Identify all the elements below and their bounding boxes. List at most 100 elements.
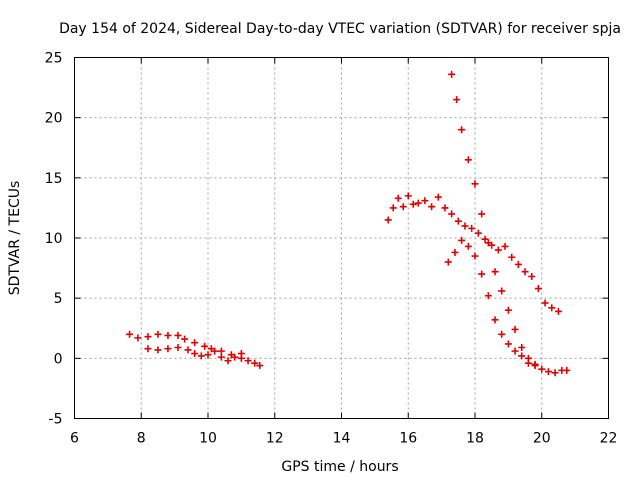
data-point bbox=[421, 197, 429, 205]
data-point bbox=[508, 253, 516, 261]
data-point bbox=[498, 287, 506, 295]
data-point bbox=[458, 236, 466, 244]
data-point bbox=[399, 203, 407, 211]
data-point bbox=[181, 335, 189, 343]
data-point bbox=[444, 258, 452, 266]
x-tick-label: 16 bbox=[399, 431, 417, 447]
x-tick-label: 22 bbox=[600, 431, 618, 447]
data-point bbox=[126, 330, 134, 338]
data-point bbox=[474, 229, 482, 237]
data-point bbox=[451, 248, 459, 256]
data-point bbox=[441, 204, 449, 212]
data-point bbox=[554, 307, 562, 315]
data-point bbox=[524, 354, 532, 362]
data-point bbox=[144, 333, 152, 341]
x-tick-label: 12 bbox=[266, 431, 284, 447]
data-point bbox=[458, 126, 466, 134]
data-point bbox=[237, 350, 245, 358]
data-point bbox=[538, 365, 546, 373]
data-point bbox=[468, 224, 476, 232]
data-point bbox=[478, 210, 486, 218]
data-point bbox=[551, 369, 559, 377]
data-point bbox=[471, 180, 479, 188]
data-point bbox=[518, 344, 526, 352]
data-point bbox=[164, 345, 172, 353]
data-point bbox=[184, 346, 192, 354]
data-point bbox=[251, 359, 259, 367]
data-point bbox=[464, 156, 472, 164]
data-point bbox=[428, 203, 436, 211]
data-point bbox=[511, 347, 519, 355]
data-point bbox=[518, 352, 526, 360]
axis-ticks: 6 8 10 12 14 16 18 20 22 -5 0 5 10 15 20 25 bbox=[45, 51, 618, 447]
y-tick-label: 15 bbox=[45, 171, 63, 187]
chart-title: Day 154 of 2024, Sidereal Day-to-day VTE… bbox=[59, 21, 621, 37]
data-point bbox=[217, 353, 225, 361]
y-tick-label: 25 bbox=[45, 51, 63, 67]
y-tick-label: -5 bbox=[49, 412, 63, 428]
data-point bbox=[197, 352, 205, 360]
data-point bbox=[548, 304, 556, 312]
data-point bbox=[414, 199, 422, 207]
data-point bbox=[528, 273, 536, 281]
x-tick-label: 8 bbox=[137, 431, 146, 447]
data-point bbox=[453, 96, 461, 104]
grid bbox=[74, 57, 609, 419]
data-point bbox=[217, 347, 225, 355]
data-point bbox=[531, 362, 539, 370]
data-point bbox=[563, 366, 571, 374]
data-point bbox=[534, 285, 542, 293]
data-point bbox=[134, 334, 142, 342]
data-point bbox=[464, 242, 472, 250]
plot-frame bbox=[74, 57, 609, 419]
x-tick-label: 18 bbox=[466, 431, 484, 447]
data-point bbox=[471, 252, 479, 260]
data-point bbox=[501, 242, 509, 250]
data-point bbox=[224, 357, 232, 365]
data-point bbox=[544, 368, 552, 376]
data-point bbox=[191, 350, 199, 358]
y-tick-label: 10 bbox=[45, 231, 63, 247]
data-point bbox=[448, 70, 456, 78]
data-point bbox=[394, 194, 402, 202]
data-point bbox=[461, 222, 469, 230]
data-point bbox=[521, 268, 529, 276]
data-point bbox=[504, 340, 512, 348]
data-point bbox=[164, 331, 172, 339]
series-arc-1 bbox=[126, 330, 264, 370]
data-point bbox=[504, 306, 512, 314]
data-point bbox=[404, 192, 412, 200]
data-point bbox=[454, 217, 462, 225]
data-point bbox=[498, 330, 506, 338]
data-point bbox=[384, 216, 392, 224]
data-point bbox=[204, 351, 212, 359]
data-point bbox=[491, 268, 499, 276]
y-tick-label: 0 bbox=[54, 351, 63, 367]
data-point bbox=[144, 345, 152, 353]
data-point bbox=[244, 357, 252, 365]
data-point bbox=[484, 292, 492, 300]
x-tick-label: 10 bbox=[199, 431, 217, 447]
data-point bbox=[256, 362, 264, 370]
series-arc-5 bbox=[448, 70, 539, 370]
series-arc-3 bbox=[384, 192, 562, 315]
data-point bbox=[191, 339, 199, 347]
series-arc-2 bbox=[144, 344, 245, 365]
data-point bbox=[448, 210, 456, 218]
data-point bbox=[481, 235, 489, 243]
series-arc-4 bbox=[444, 236, 571, 377]
y-axis-label: SDTVAR / TECUs bbox=[7, 181, 23, 296]
data-point bbox=[494, 246, 502, 254]
data-series bbox=[126, 70, 571, 377]
y-tick-label: 5 bbox=[54, 291, 63, 307]
data-point bbox=[434, 193, 442, 201]
data-point bbox=[491, 316, 499, 324]
x-tick-label: 20 bbox=[533, 431, 551, 447]
data-point bbox=[211, 347, 219, 355]
data-point bbox=[511, 325, 519, 333]
data-point bbox=[231, 353, 239, 361]
x-tick-label: 14 bbox=[333, 431, 351, 447]
x-tick-label: 6 bbox=[70, 431, 79, 447]
data-point bbox=[541, 299, 549, 307]
